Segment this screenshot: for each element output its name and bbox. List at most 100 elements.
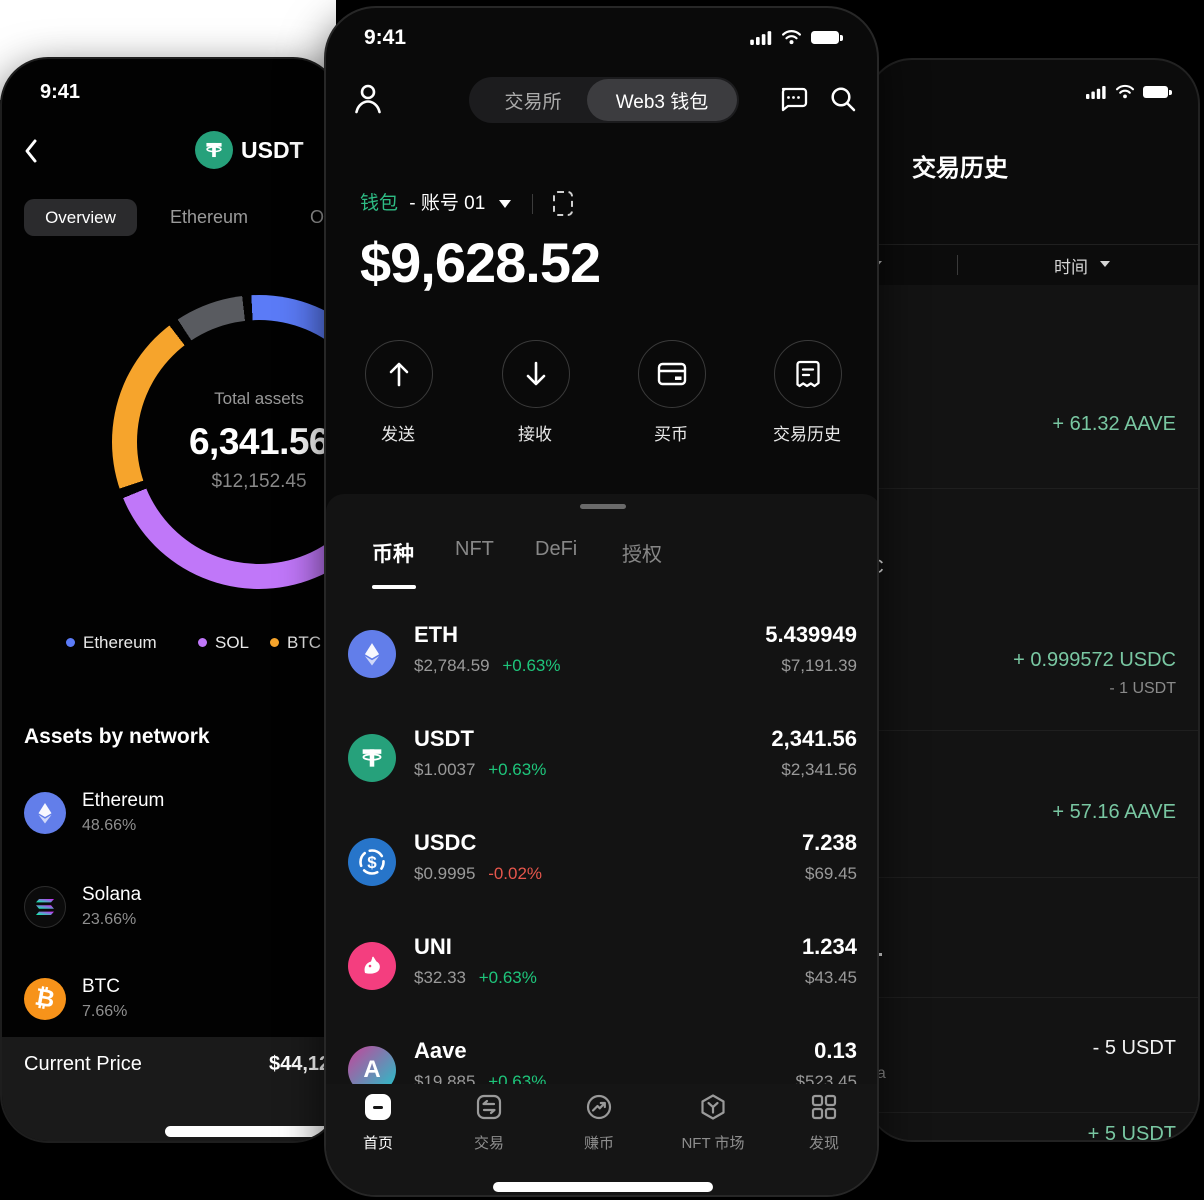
time-filter-label: 时间 bbox=[1054, 258, 1088, 277]
token-change: +0.63% bbox=[488, 760, 547, 779]
donut-fiat: $12,152.45 bbox=[211, 471, 307, 492]
action-send-label: 发送 bbox=[381, 425, 415, 444]
donut-title: Total assets bbox=[214, 389, 304, 408]
tx-amount[interactable]: + 0.999572 USDC bbox=[1013, 649, 1176, 671]
tab-coins[interactable]: 币种 bbox=[372, 543, 414, 566]
action-buy[interactable] bbox=[638, 340, 706, 408]
legend-dot-sol bbox=[198, 638, 207, 647]
legend-label-ethereum: Ethereum bbox=[83, 633, 157, 652]
right-phone: 交易历史 时间 + 61.32 AAVE C + 0.999572 USDC -… bbox=[866, 58, 1200, 1142]
current-price-label: Current Price bbox=[24, 1053, 142, 1075]
search-button[interactable] bbox=[828, 84, 858, 114]
home-icon bbox=[365, 1094, 391, 1120]
wifi-icon bbox=[781, 30, 802, 45]
segment-exchange-label: 交易所 bbox=[504, 91, 562, 113]
home-indicator bbox=[493, 1182, 713, 1192]
network-row-solana[interactable]: Solana 23.66% bbox=[2, 884, 339, 948]
time-filter-caret-icon bbox=[1100, 261, 1110, 267]
nav-discover[interactable]: 发现 bbox=[784, 1092, 864, 1162]
nav-earn-label: 赚币 bbox=[583, 1135, 614, 1152]
discover-grid-icon bbox=[811, 1094, 837, 1120]
network-pct: 7.66% bbox=[82, 1003, 128, 1020]
network-pct: 48.66% bbox=[82, 817, 137, 834]
legend-dot-btc bbox=[270, 638, 279, 647]
tab-coins-underline bbox=[372, 585, 416, 589]
profile-button[interactable] bbox=[352, 82, 384, 116]
tx-amount[interactable]: + 61.32 AAVE bbox=[1052, 413, 1176, 435]
token-row-usdc[interactable]: $ USDC $0.9995 -0.02% 7.238 $69.45 bbox=[326, 810, 877, 914]
network-row-ethereum[interactable]: Ethereum 48.66% bbox=[2, 790, 339, 854]
account-selector[interactable]: 钱包 - 账号 01 bbox=[360, 188, 573, 217]
tab-overview[interactable]: Overview bbox=[24, 199, 137, 236]
token-symbol: ETH bbox=[414, 622, 458, 647]
tab-ethereum[interactable]: Ethereum bbox=[170, 207, 249, 227]
address-copy-icon[interactable] bbox=[552, 191, 573, 217]
action-send[interactable] bbox=[365, 340, 433, 408]
action-receive[interactable] bbox=[502, 340, 570, 408]
status-icons bbox=[750, 28, 860, 46]
tab-overview-label: Overview bbox=[45, 207, 116, 227]
token-symbol: USDT bbox=[414, 726, 474, 751]
account-name: - 账号 01 bbox=[409, 193, 486, 214]
action-receive-label: 接收 bbox=[518, 425, 552, 444]
segment-web3-wallet[interactable]: Web3 钱包 bbox=[587, 79, 737, 121]
nav-discover-label: 发现 bbox=[808, 1135, 839, 1152]
total-balance: $9,628.52 bbox=[360, 231, 601, 294]
history-filter-bar: 时间 bbox=[868, 244, 1198, 286]
tx-sub-amount: - 1 USDT bbox=[1109, 680, 1176, 697]
segment-exchange[interactable]: 交易所 bbox=[469, 77, 597, 123]
network-row-btc[interactable]: ₿ BTC 7.66% bbox=[2, 976, 339, 1040]
eth-icon bbox=[348, 630, 396, 678]
action-buy-label: 买币 bbox=[654, 425, 688, 444]
tx-amount[interactable]: - 5 USDT bbox=[1092, 1037, 1176, 1059]
nav-home[interactable]: 首页 bbox=[338, 1092, 418, 1162]
tab-nft[interactable]: NFT bbox=[455, 538, 494, 560]
battery-icon bbox=[811, 31, 839, 44]
token-row-uni[interactable]: UNI $32.33 +0.63% 1.234 $43.45 bbox=[326, 914, 877, 1018]
network-pct: 23.66% bbox=[82, 911, 137, 928]
nav-earn[interactable]: 赚币 bbox=[559, 1092, 639, 1162]
segment-web3-wallet-label: Web3 钱包 bbox=[615, 91, 709, 113]
nav-nft-market[interactable]: NFT 市场 bbox=[663, 1092, 763, 1162]
legend-dot-ethereum bbox=[66, 638, 75, 647]
token-amount: 1.234 bbox=[801, 934, 857, 959]
token-amount: 2,341.56 bbox=[771, 726, 857, 751]
tx-amount[interactable]: + 57.16 AAVE bbox=[1052, 801, 1176, 823]
token-fiat: $43.45 bbox=[805, 968, 857, 987]
donut-value: 6,341.56 bbox=[188, 421, 330, 462]
nft-hexagon-icon bbox=[701, 1094, 725, 1120]
nav-nft-label: NFT 市场 bbox=[681, 1135, 745, 1152]
sheet-drag-handle[interactable] bbox=[580, 504, 626, 509]
status-time: 9:41 bbox=[40, 81, 81, 103]
token-change: -0.02% bbox=[488, 864, 543, 883]
token-amount: 5.439949 bbox=[765, 622, 857, 647]
battery-tip bbox=[1169, 89, 1172, 95]
uni-icon bbox=[348, 942, 396, 990]
token-fiat: $69.45 bbox=[805, 864, 857, 883]
usdc-icon: $ bbox=[348, 838, 396, 886]
token-price: $0.9995 bbox=[414, 864, 476, 883]
current-price-bar: Current Price $44,12 bbox=[2, 1037, 339, 1141]
arrow-up-icon bbox=[389, 362, 409, 387]
chat-icon bbox=[781, 87, 808, 112]
token-row-usdt[interactable]: USDT $1.0037 +0.63% 2,341.56 $2,341.56 bbox=[326, 706, 877, 810]
action-history-label: 交易历史 bbox=[773, 425, 841, 444]
token-symbol: USDC bbox=[414, 830, 477, 855]
back-chevron-icon bbox=[25, 139, 37, 163]
history-title: 交易历史 bbox=[912, 155, 1008, 182]
token-row-eth[interactable]: ETH $2,784.59 +0.63% 5.439949 $7,191.39 bbox=[326, 602, 877, 706]
tab-truncated[interactable]: O bbox=[310, 207, 325, 227]
time-filter[interactable]: 时间 bbox=[1054, 253, 1088, 278]
status-icons bbox=[1086, 84, 1186, 100]
left-phone: 9:41 USDT Overview Ethereum O Total asse… bbox=[0, 57, 341, 1143]
nav-trade[interactable]: 交易 bbox=[449, 1092, 529, 1162]
tx-amount[interactable]: + 5 USDT bbox=[1087, 1123, 1176, 1142]
action-history[interactable] bbox=[774, 340, 842, 408]
chat-button[interactable] bbox=[778, 84, 808, 114]
tab-defi[interactable]: DeFi bbox=[535, 538, 578, 560]
token-symbol: Aave bbox=[414, 1038, 467, 1063]
earn-icon bbox=[586, 1094, 612, 1120]
token-price: $32.33 bbox=[414, 968, 466, 987]
tab-approvals[interactable]: 授权 bbox=[622, 544, 662, 566]
back-button[interactable] bbox=[22, 137, 40, 165]
